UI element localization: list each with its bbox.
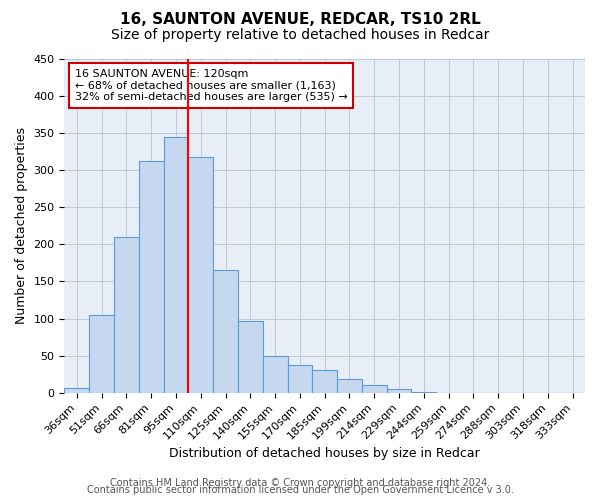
Text: 16, SAUNTON AVENUE, REDCAR, TS10 2RL: 16, SAUNTON AVENUE, REDCAR, TS10 2RL	[119, 12, 481, 28]
Bar	[64, 388, 89, 392]
Bar	[287, 366, 313, 392]
Bar	[238, 321, 263, 392]
Bar	[188, 157, 213, 392]
Bar	[313, 370, 337, 392]
Bar	[213, 270, 238, 392]
Bar	[89, 315, 114, 392]
Bar	[386, 389, 412, 392]
Bar	[362, 386, 386, 392]
Y-axis label: Number of detached properties: Number of detached properties	[15, 128, 28, 324]
Text: Contains HM Land Registry data © Crown copyright and database right 2024.: Contains HM Land Registry data © Crown c…	[110, 478, 490, 488]
Text: 16 SAUNTON AVENUE: 120sqm
← 68% of detached houses are smaller (1,163)
32% of se: 16 SAUNTON AVENUE: 120sqm ← 68% of detac…	[75, 69, 347, 102]
Bar	[337, 380, 362, 392]
Bar	[139, 160, 164, 392]
Text: Contains public sector information licensed under the Open Government Licence v : Contains public sector information licen…	[86, 485, 514, 495]
X-axis label: Distribution of detached houses by size in Redcar: Distribution of detached houses by size …	[169, 447, 480, 460]
Bar	[263, 356, 287, 393]
Bar	[114, 237, 139, 392]
Bar	[164, 137, 188, 392]
Text: Size of property relative to detached houses in Redcar: Size of property relative to detached ho…	[111, 28, 489, 42]
